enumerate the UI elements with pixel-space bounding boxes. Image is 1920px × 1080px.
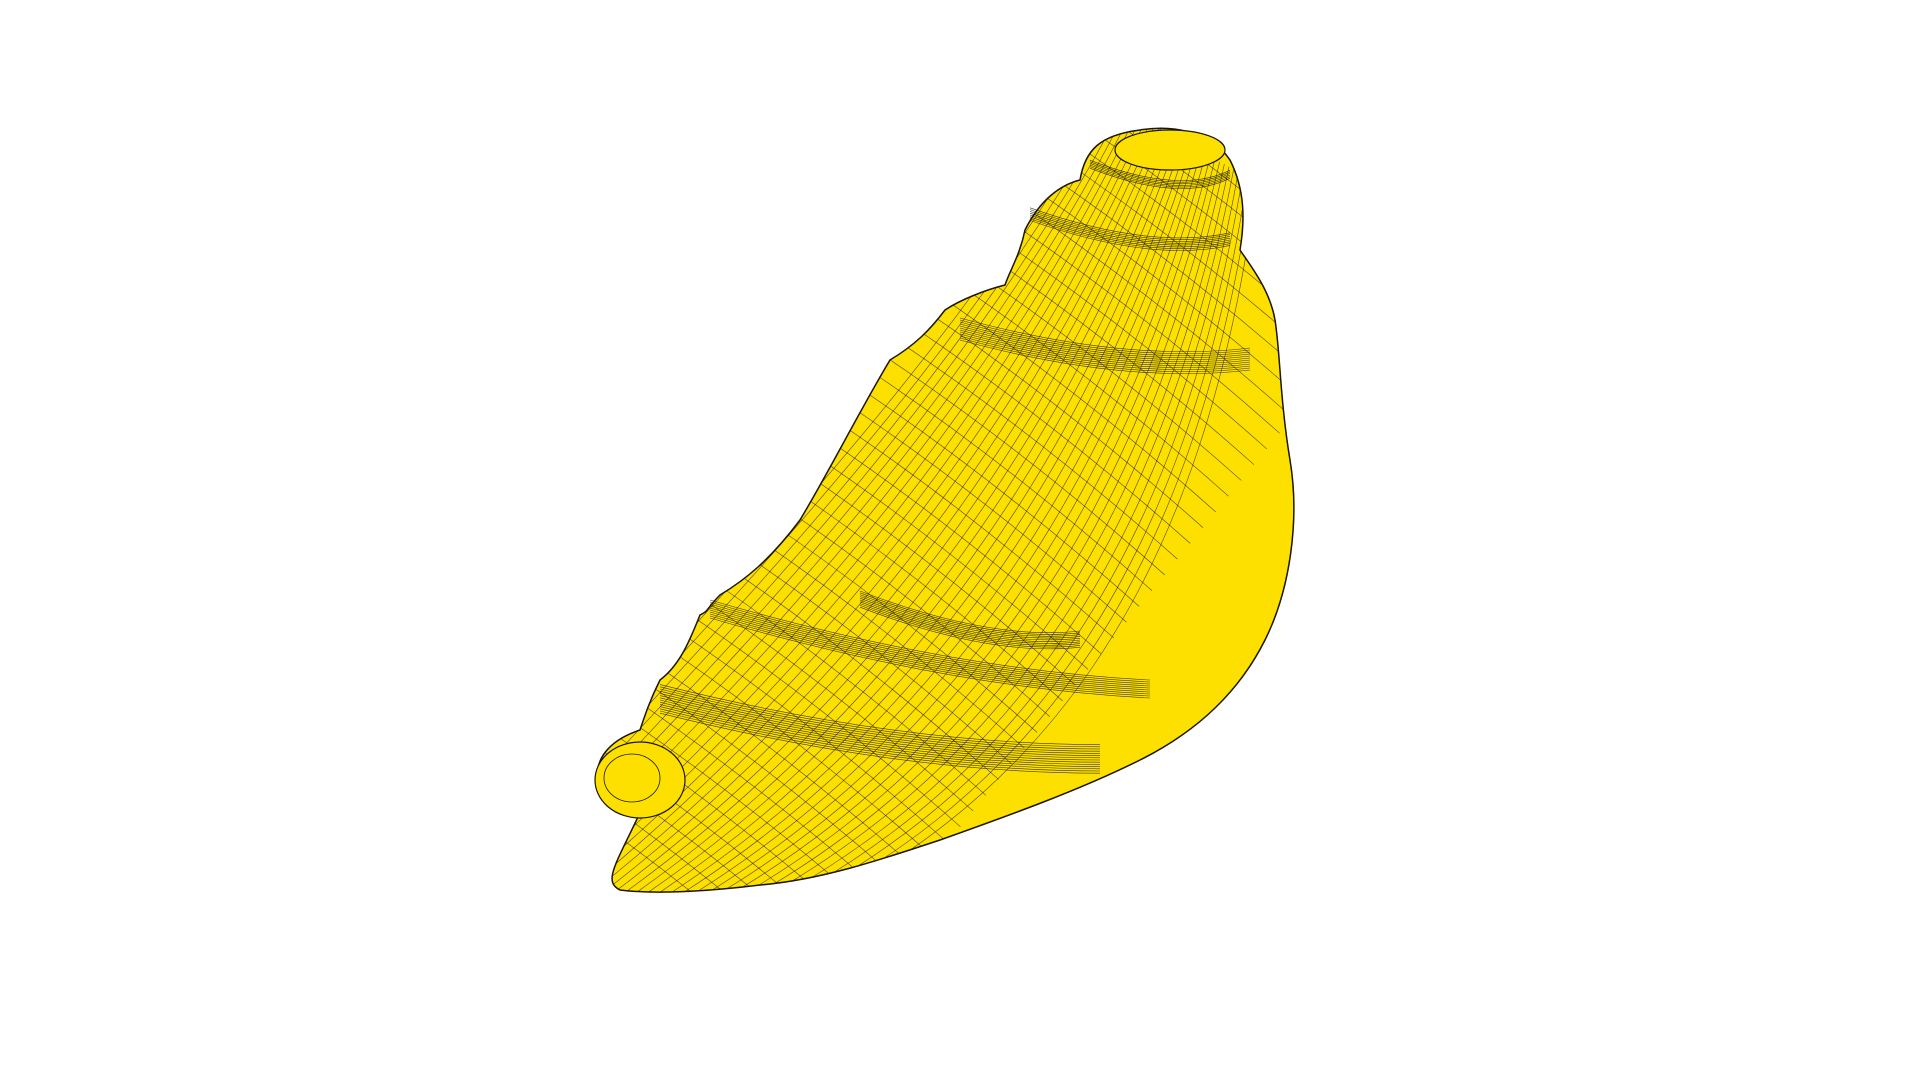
- seam-line: [859, 592, 1081, 635]
- seam-line: [1029, 218, 1231, 249]
- seam-line: [1089, 166, 1231, 188]
- bottom-tip-inner: [603, 753, 661, 803]
- wireframe-edge: [597, 130, 1164, 893]
- seam-line: [659, 695, 1101, 756]
- seam-line: [1029, 212, 1231, 244]
- seam-line: [859, 594, 1081, 637]
- top-tip-cap: [1114, 129, 1226, 171]
- wireframe-edge: [687, 161, 1220, 893]
- seam-line: [709, 613, 1151, 695]
- seam-line: [959, 337, 1251, 373]
- seam-line: [859, 590, 1081, 633]
- wireframe-edge: [597, 128, 1127, 876]
- wireframe-edge: [599, 133, 1169, 893]
- seam-line: [859, 596, 1081, 639]
- seam-line: [859, 601, 1081, 644]
- seam-line: [659, 701, 1101, 763]
- seam-line: [959, 325, 1251, 361]
- seam-line: [959, 331, 1251, 367]
- wireframe-edge: [597, 682, 859, 893]
- seam-line: [709, 611, 1151, 693]
- wireframe-edge: [996, 128, 1294, 339]
- wireframe-edge: [623, 141, 1183, 893]
- wireframe-edge: [597, 729, 821, 893]
- seam-line: [959, 333, 1251, 369]
- seam-line: [859, 605, 1081, 648]
- wireframe-grid: [597, 128, 1294, 893]
- seam-line: [959, 339, 1251, 375]
- seam-line: [709, 617, 1151, 699]
- seam-line: [659, 693, 1101, 754]
- wireframe-edge: [639, 146, 1192, 893]
- seam-line: [659, 686, 1101, 748]
- wireframe-edge: [597, 128, 1155, 889]
- seam-line: [1029, 207, 1231, 239]
- seam-line: [709, 609, 1151, 691]
- seam-line: [709, 605, 1151, 687]
- seam-line: [1029, 216, 1231, 248]
- seam-line: [659, 706, 1101, 767]
- seam-line: [1089, 164, 1231, 186]
- seam-line: [1029, 211, 1231, 242]
- seam-line: [659, 690, 1101, 752]
- seam-line: [1089, 161, 1231, 183]
- seam-line: [959, 335, 1251, 371]
- wireframe-edge: [597, 128, 1160, 891]
- wireframe-edge: [597, 128, 1122, 874]
- wireframe-edge: [663, 153, 1206, 893]
- wireframe-edge: [695, 164, 1225, 893]
- wireframe-edge: [631, 143, 1188, 893]
- seam-line: [709, 615, 1151, 697]
- wireframe-edge: [703, 166, 1230, 893]
- seam-line: [659, 697, 1101, 759]
- seam-line: [959, 327, 1251, 363]
- seam-line: [659, 708, 1101, 770]
- wireframe-edge: [679, 159, 1216, 893]
- wireframe-edge: [597, 666, 872, 893]
- wireframe-edge: [597, 698, 846, 893]
- seam-line: [709, 599, 1151, 681]
- wireframe-edge: [597, 713, 833, 893]
- seam-line: [709, 601, 1151, 683]
- seam-line: [1089, 167, 1231, 189]
- seam-line: [859, 597, 1081, 641]
- seam-line: [709, 603, 1151, 685]
- wireframe-edge: [671, 156, 1211, 893]
- seam-line: [959, 319, 1251, 355]
- seam-line: [859, 599, 1081, 642]
- seam-line: [959, 329, 1251, 365]
- seam-line: [1089, 159, 1231, 181]
- seam-line: [859, 606, 1081, 650]
- wireframe-edge: [615, 138, 1178, 893]
- wireframe-edge: [597, 635, 897, 893]
- wireframe-edge: [983, 128, 1294, 355]
- seam-line: [1029, 220, 1231, 251]
- wireframe-edge: [1008, 128, 1294, 324]
- seam-line: [959, 317, 1251, 353]
- seam-line: [959, 321, 1251, 357]
- seam-line: [709, 607, 1151, 689]
- seam-line: [859, 603, 1081, 646]
- croissant-seams: [659, 159, 1251, 774]
- seam-line: [659, 710, 1101, 772]
- seam-line: [1089, 163, 1231, 185]
- seam-line: [659, 712, 1101, 774]
- wireframe-edge: [719, 171, 1239, 893]
- seam-line: [659, 704, 1101, 765]
- seam-line: [959, 323, 1251, 359]
- wireframe-edge: [607, 136, 1174, 893]
- seam-line: [659, 688, 1101, 750]
- bottom-tip-cap: [594, 741, 686, 819]
- seam-line: [659, 684, 1101, 745]
- wireframe-edge: [597, 128, 1113, 870]
- wireframe-edge: [655, 151, 1202, 893]
- wireframe-edge: [727, 174, 1244, 893]
- seam-line: [1029, 209, 1231, 240]
- seam-line: [1029, 214, 1231, 246]
- wireframe-edge: [597, 128, 1118, 872]
- seam-line: [659, 699, 1101, 761]
